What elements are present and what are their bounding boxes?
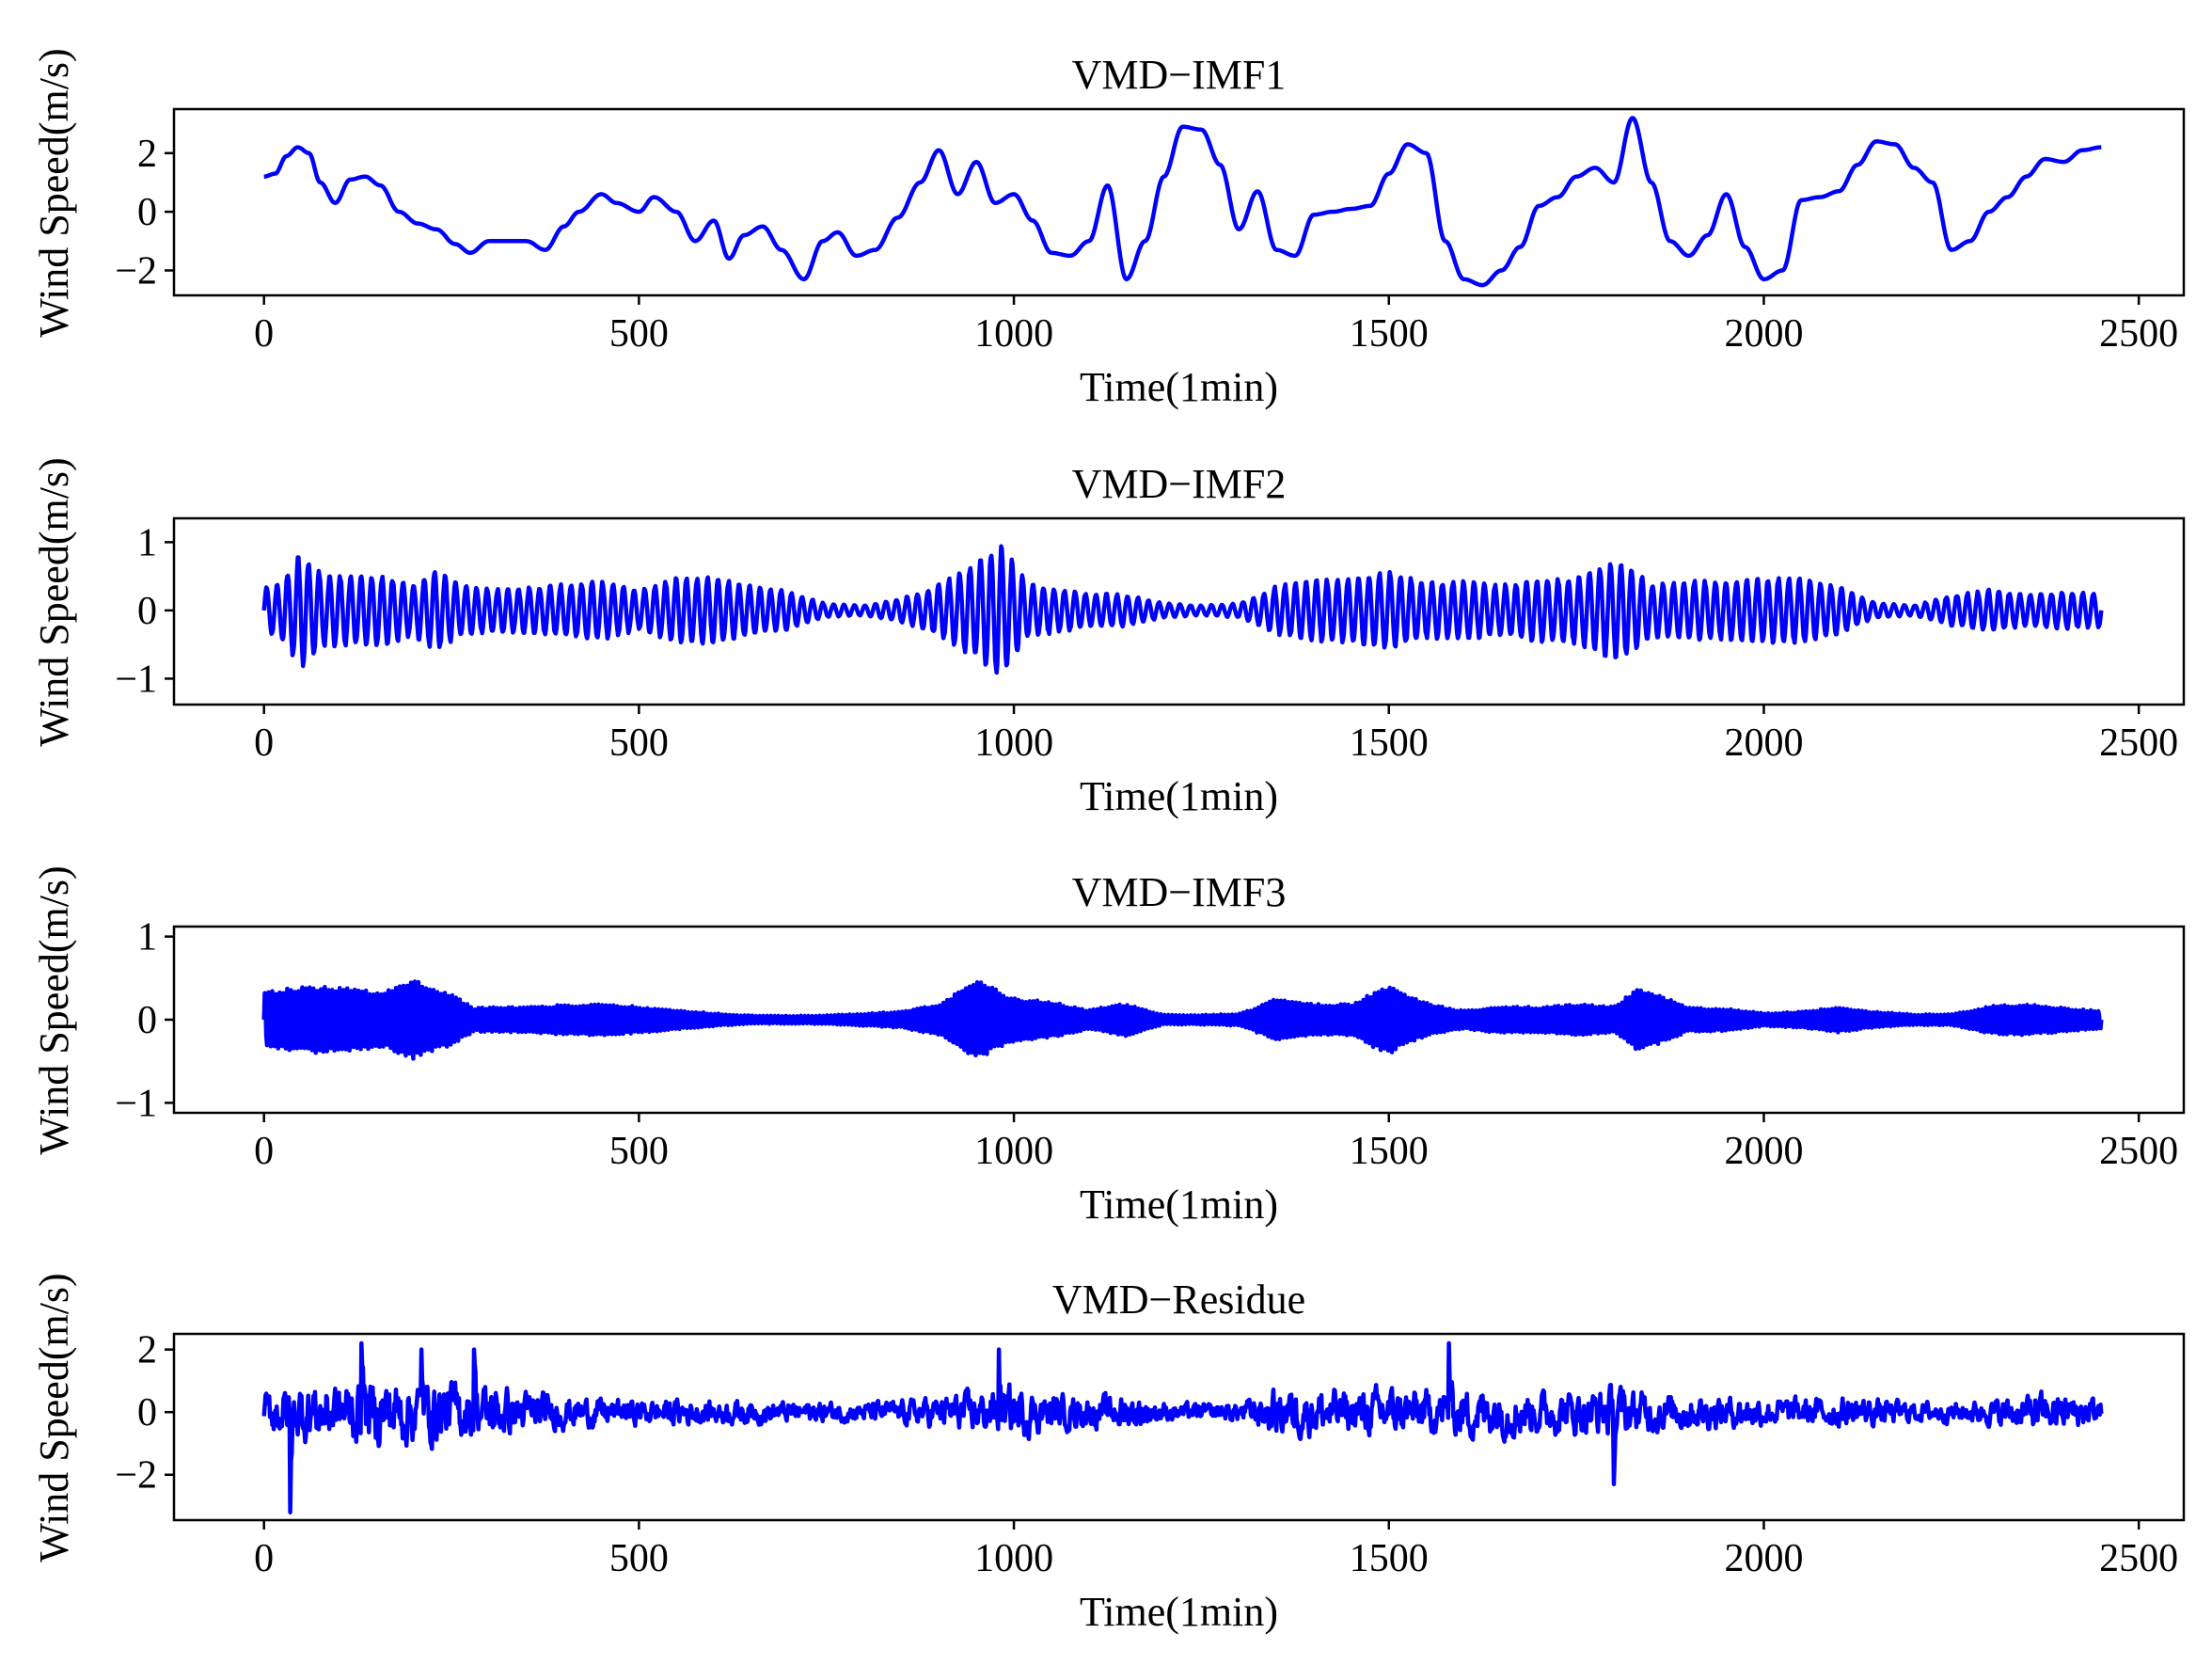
x-tick-label: 2500 [2099,1130,2178,1173]
series-line [261,979,2104,1061]
x-tick-label: 2000 [1724,722,1803,765]
y-tick-label: −1 [115,1082,157,1125]
subplot-title: VMD−IMF1 [1072,52,1287,98]
y-axis-label: Wind Speed(m/s) [31,48,77,337]
x-tick-label: 0 [254,1537,274,1580]
series-line [261,544,2104,675]
subplot-title: VMD−IMF3 [1072,869,1287,915]
x-tick-label: 500 [609,722,669,765]
x-tick-label: 2000 [1724,312,1803,356]
subplot-1: VMD−IMF1 0 500 1000 1500 2000 2500 −2 0 2 Time(1mi… [31,48,2186,410]
subplot-2: VMD−IMF2 0 500 1000 1500 2000 2500 −1 0 1 Time(1mi… [31,457,2186,819]
y-tick-label: 0 [137,1391,157,1435]
x-axis-label: Time(1min) [1080,364,1278,410]
series-line [263,116,2102,288]
series-line [261,1340,2104,1514]
x-tick-label: 1000 [974,1130,1053,1173]
x-tick-label: 1500 [1350,312,1429,356]
x-tick-label: 1500 [1350,1130,1429,1173]
x-tick-label: 0 [254,722,274,765]
x-tick-label: 0 [254,312,274,356]
y-tick-label: 0 [137,191,157,234]
x-tick-label: 1000 [974,1537,1053,1580]
x-tick-label: 1000 [974,722,1053,765]
x-axis-label: Time(1min) [1080,1589,1278,1635]
x-tick-label: 2000 [1724,1130,1803,1173]
x-tick-label: 500 [609,312,669,356]
x-axis-label: Time(1min) [1080,773,1278,819]
y-tick-label: 0 [137,999,157,1042]
x-tick-label: 2000 [1724,1537,1803,1580]
y-tick-label: −1 [115,658,157,701]
y-tick-label: 1 [137,916,157,959]
y-axis-label: Wind Speed(m/s) [31,865,77,1154]
subplot-title: VMD−Residue [1052,1276,1305,1323]
x-tick-label: 0 [254,1130,274,1173]
y-tick-label: 0 [137,590,157,633]
y-axis-label: Wind Speed(m/s) [31,457,77,746]
x-tick-label: 2500 [2099,722,2178,765]
subplot-3: VMD−IMF3 0 500 1000 1500 2000 2500 −1 0 1 Time(1mi… [31,865,2186,1228]
subplot-title: VMD−IMF2 [1072,461,1287,507]
x-tick-label: 1000 [974,312,1053,356]
axes-frame [172,107,2186,297]
x-tick-label: 500 [609,1130,669,1173]
x-axis-label: Time(1min) [1080,1181,1278,1228]
x-tick-label: 500 [609,1537,669,1580]
y-tick-label: −2 [115,249,157,293]
y-tick-label: 2 [137,133,157,176]
x-tick-label: 1500 [1350,1537,1429,1580]
axes-frame [172,1332,2186,1522]
y-axis-label: Wind Speed(m/s) [31,1273,77,1562]
x-tick-label: 1500 [1350,722,1429,765]
y-tick-label: −2 [115,1454,157,1498]
subplot-4: VMD−Residue 0 500 1000 1500 2000 2500 −2 0 2 Time(… [31,1273,2186,1635]
y-tick-label: 2 [137,1329,157,1372]
x-tick-label: 2500 [2099,312,2178,356]
x-tick-label: 2500 [2099,1537,2178,1580]
y-tick-label: 1 [137,521,157,564]
